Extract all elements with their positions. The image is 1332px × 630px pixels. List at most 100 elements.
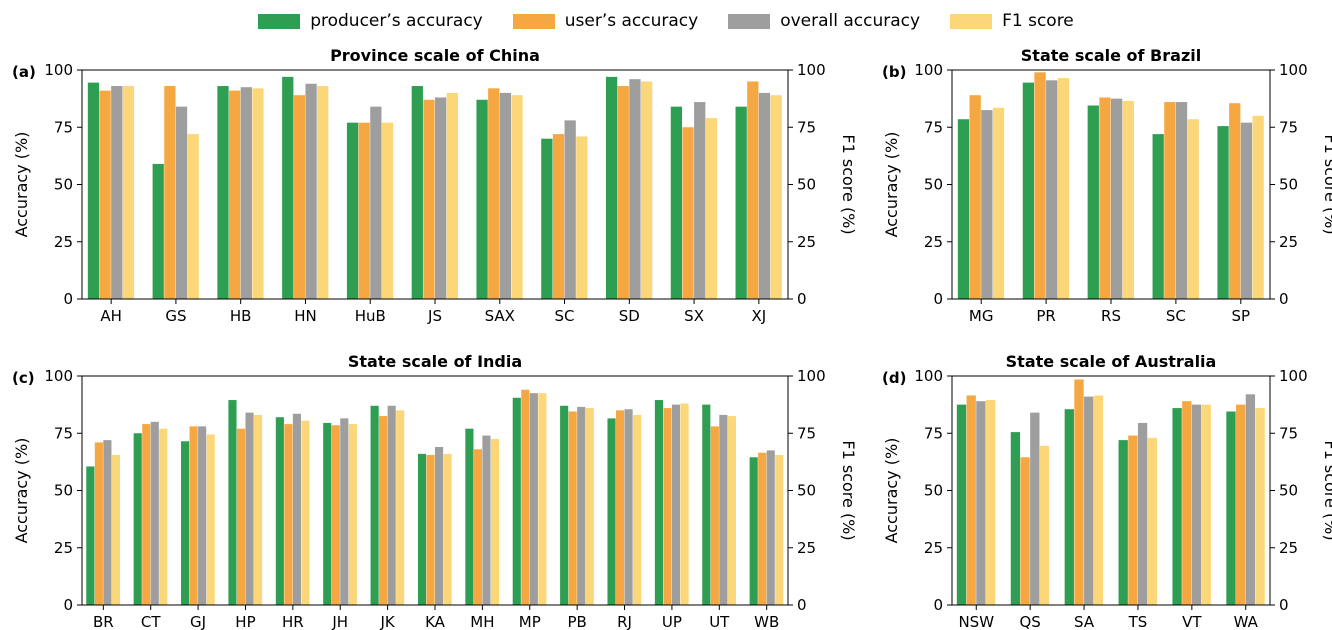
- bar: [331, 425, 340, 605]
- bar: [133, 433, 142, 605]
- bar: [702, 404, 711, 605]
- bar: [396, 410, 405, 605]
- y-tick-label: 50: [54, 176, 73, 194]
- bar: [1137, 422, 1148, 605]
- bar: [206, 434, 215, 605]
- y-tick-label: 25: [924, 539, 943, 557]
- y-tick-label: 50: [924, 176, 943, 194]
- bar: [605, 76, 618, 300]
- y2-axis-label: F1 score (%): [1321, 440, 1332, 540]
- chart-title: Province scale of China: [330, 46, 540, 65]
- bar: [1084, 396, 1094, 605]
- x-tick-label: UT: [709, 613, 730, 630]
- bar: [747, 81, 759, 299]
- bar: [1201, 404, 1211, 605]
- bar: [282, 76, 294, 300]
- legend-swatch: [950, 13, 993, 29]
- bar: [228, 400, 237, 605]
- chart-panel-china: 0 0 25 25 50 50 75 75 100 100 AH GS HB HN HuB JS SAX SC SD…: [12, 46, 858, 325]
- y2-tick-label: 50: [797, 176, 816, 194]
- bar: [1226, 411, 1236, 605]
- y-tick-label: 0: [63, 596, 73, 614]
- bar: [1236, 404, 1246, 605]
- chart-title: State scale of Australia: [1006, 352, 1217, 371]
- chart-panel-brazil: 0 0 25 25 50 50 75 75 100 100 MG PR RS SC SP State scal…: [882, 46, 1332, 325]
- bar: [633, 414, 642, 605]
- bar: [585, 408, 594, 605]
- bar: [111, 86, 123, 299]
- bar: [111, 455, 120, 605]
- plot-frame: [951, 375, 1271, 606]
- bar: [426, 455, 435, 605]
- legend-swatch: [512, 13, 555, 29]
- y2-axis-label: F1 score (%): [839, 134, 858, 234]
- x-tick-label: QS: [1019, 613, 1040, 630]
- y-axis-label: Accuracy (%): [12, 132, 31, 238]
- chart-title: State scale of India: [348, 352, 522, 371]
- bar: [473, 449, 482, 605]
- bar: [680, 403, 689, 605]
- y-tick-label: 75: [54, 118, 73, 136]
- bar: [560, 405, 569, 605]
- legend-label: overall accuracy: [780, 11, 921, 31]
- bar: [1164, 102, 1176, 299]
- bar: [1099, 97, 1111, 299]
- bar: [1111, 98, 1123, 299]
- bar: [985, 400, 996, 605]
- bar: [301, 420, 310, 605]
- legend-item: overall accuracy: [728, 11, 920, 31]
- y2-tick-label: 75: [1279, 118, 1298, 136]
- bar: [423, 99, 435, 299]
- y2-tick-label: 50: [797, 482, 816, 500]
- bar: [640, 81, 653, 299]
- bar: [1020, 457, 1030, 605]
- bar: [1255, 408, 1265, 605]
- bar: [317, 86, 329, 299]
- bar: [624, 409, 633, 605]
- bar: [323, 422, 332, 605]
- bar: [1152, 134, 1164, 299]
- x-tick-label: HP: [235, 613, 255, 630]
- x-tick-label: JH: [331, 613, 348, 630]
- bar: [476, 99, 488, 299]
- bar: [671, 404, 681, 605]
- x-tick-label: PB: [567, 613, 586, 630]
- bar: [435, 97, 447, 299]
- y-tick-label: 25: [924, 233, 943, 251]
- x-tick-label: UP: [662, 613, 682, 630]
- bar: [1087, 105, 1099, 299]
- bar: [187, 134, 199, 299]
- bar: [1229, 103, 1241, 299]
- x-tick-label: MP: [519, 613, 541, 630]
- bar: [758, 92, 771, 300]
- y2-tick-label: 100: [797, 367, 826, 385]
- y-tick-label: 75: [924, 424, 943, 442]
- bar: [229, 90, 241, 299]
- bar: [1175, 102, 1188, 299]
- y2-tick-label: 25: [1279, 539, 1298, 557]
- bar: [1034, 72, 1046, 299]
- bar: [538, 393, 547, 605]
- bar: [181, 441, 190, 605]
- y2-tick-label: 0: [1279, 290, 1289, 308]
- bar: [727, 416, 736, 605]
- y-tick-label: 25: [54, 539, 73, 557]
- legend-swatch: [258, 13, 301, 29]
- x-tick-label: BR: [93, 613, 114, 630]
- bar: [956, 404, 967, 605]
- bar: [966, 395, 976, 605]
- bar: [490, 438, 500, 605]
- bar: [705, 118, 717, 299]
- y2-tick-label: 0: [797, 290, 807, 308]
- bar: [770, 95, 782, 299]
- bar: [94, 442, 103, 605]
- x-tick-label: MG: [969, 307, 994, 325]
- bar: [992, 107, 1005, 299]
- y-tick-label: 100: [44, 367, 73, 385]
- bar: [252, 88, 264, 299]
- panel-label: (d): [882, 369, 906, 387]
- bar: [443, 453, 452, 605]
- x-tick-label: SX: [684, 307, 704, 325]
- y-tick-label: 50: [54, 482, 73, 500]
- y-axis-label: Accuracy (%): [882, 438, 901, 544]
